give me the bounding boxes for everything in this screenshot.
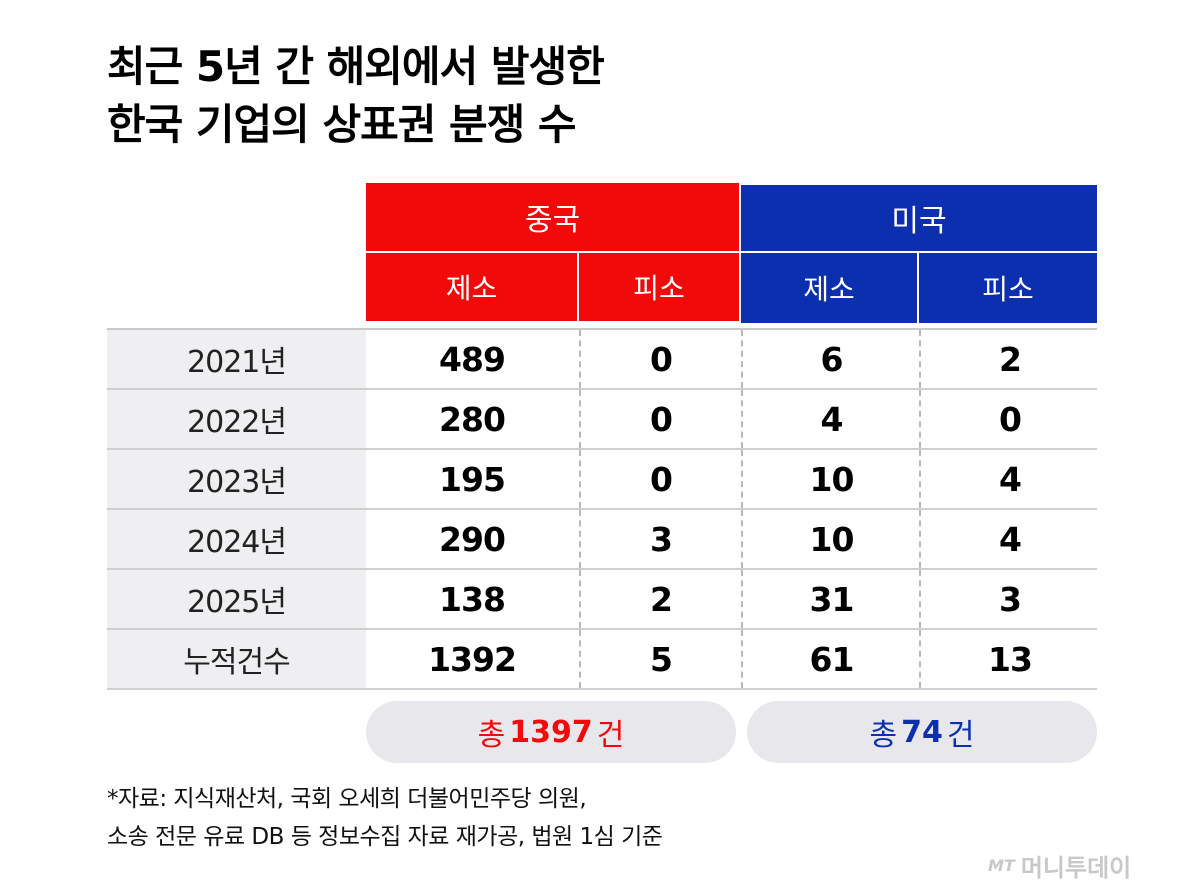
value-cell: 0 (579, 390, 741, 448)
value-cell: 4 (919, 510, 1099, 568)
value-cell: 61 (741, 630, 920, 688)
row-label: 2025년 (107, 570, 366, 628)
value-cell: 4 (741, 390, 920, 448)
subheader-label: 제소 (445, 272, 498, 305)
value-cell: 6 (741, 330, 920, 388)
total-china-value: 1397 (509, 714, 593, 750)
subheader-usa-sue: 제소 (741, 253, 917, 323)
footnote-line-2: 소송 전문 유료 DB 등 정보수집 자료 재가공, 법원 1심 기준 (107, 824, 663, 850)
value-cell: 0 (579, 330, 741, 388)
total-usa-pill: 총 74 건 (747, 701, 1097, 763)
row-label: 2024년 (107, 510, 366, 568)
footnote-line-1: *자료: 지식재산처, 국회 오세희 더불어민주당 의원, (107, 786, 587, 812)
value-cell: 5 (579, 630, 741, 688)
value-cell: 0 (919, 390, 1099, 448)
total-usa-suffix: 건 (946, 718, 975, 753)
header-china: 중국 (366, 183, 739, 251)
header-usa-label: 미국 (891, 204, 947, 239)
header-china-label: 중국 (524, 203, 581, 238)
table-row: 2022년 280 0 4 0 (107, 390, 1097, 450)
total-usa-prefix: 총 (869, 718, 898, 753)
value-cell: 2 (919, 330, 1099, 388)
subheader-usa-sued: 피소 (919, 253, 1097, 323)
table-row: 2023년 195 0 10 4 (107, 450, 1097, 510)
value-cell: 1392 (428, 639, 517, 679)
title-line-2: 한국 기업의 상표권 분쟁 수 (107, 100, 577, 149)
value-cell: 138 (439, 579, 506, 619)
table-row: 2025년 138 2 31 3 (107, 570, 1097, 630)
table-row: 2021년 489 0 6 2 (107, 330, 1097, 390)
subheader-china-sued: 피소 (579, 253, 739, 321)
data-table-body: 2021년 489 0 6 2 2022년 280 0 4 0 2023년 195 0 10 4 2024년 2… (107, 328, 1097, 690)
value-cell: 0 (579, 450, 741, 508)
value-cell: 2 (579, 570, 741, 628)
subheader-label: 피소 (982, 273, 1034, 306)
logo-text: 머니투데이 (1020, 854, 1132, 882)
value-cell: 489 (439, 339, 506, 379)
chart-title: 최근 5년 간 해외에서 발생한 한국 기업의 상표권 분쟁 수 (107, 38, 605, 154)
row-label: 누적건수 (107, 630, 366, 688)
value-cell: 290 (439, 519, 506, 559)
value-cell: 10 (741, 450, 920, 508)
value-cell: 3 (579, 510, 741, 568)
value-cell: 31 (741, 570, 920, 628)
row-label: 2023년 (107, 450, 366, 508)
source-footnote: *자료: 지식재산처, 국회 오세희 더불어민주당 의원, 소송 전문 유료 D… (107, 780, 663, 856)
header-usa: 미국 (741, 185, 1097, 251)
table-row: 2024년 290 3 10 4 (107, 510, 1097, 570)
table-row: 누적건수 1392 5 61 13 (107, 630, 1097, 690)
value-cell: 13 (919, 630, 1099, 688)
total-china-suffix: 건 (596, 718, 625, 753)
subheader-label: 피소 (633, 272, 685, 305)
publisher-logo: MT 머니투데이 (988, 848, 1131, 883)
row-label: 2021년 (107, 330, 366, 388)
total-china-prefix: 총 (477, 718, 506, 753)
row-label: 2022년 (107, 390, 366, 448)
value-cell: 195 (439, 459, 506, 499)
value-cell: 10 (741, 510, 920, 568)
value-cell: 280 (439, 399, 506, 439)
title-line-1: 최근 5년 간 해외에서 발생한 (107, 42, 605, 91)
subheader-label: 제소 (803, 273, 855, 306)
subheader-china-sue: 제소 (366, 253, 577, 321)
total-usa-value: 74 (901, 714, 943, 750)
value-cell: 3 (919, 570, 1099, 628)
total-china-pill: 총 1397 건 (366, 701, 736, 763)
value-cell: 4 (919, 450, 1099, 508)
logo-mark: MT (988, 856, 1015, 875)
